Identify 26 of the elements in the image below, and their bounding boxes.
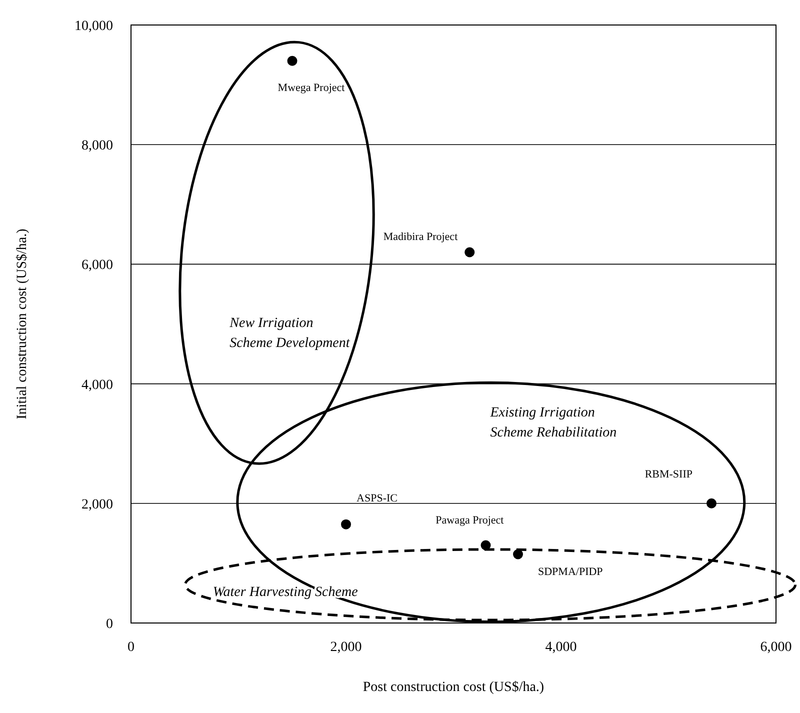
annotation: Madibira Project <box>383 231 458 244</box>
point <box>513 549 523 560</box>
annotation: Pawaga Project <box>436 514 504 526</box>
x-tick-label: 6,000 <box>760 640 792 655</box>
point <box>706 498 716 508</box>
point <box>480 540 491 550</box>
y-tick-label: 6,000 <box>82 258 113 274</box>
y-tick-label: 4,000 <box>82 378 113 393</box>
annotation: Mwega Project <box>278 82 345 94</box>
point <box>464 247 475 258</box>
y-tick-label: 8,000 <box>82 138 113 154</box>
x-tick-label: 4,000 <box>545 640 577 655</box>
x-tick-label: 2,000 <box>330 640 362 655</box>
annotation: New Irrigation Scheme Development <box>228 316 351 351</box>
y-tick-label: 10,000 <box>74 18 113 34</box>
point <box>287 56 298 66</box>
x-axis-title: Post construction cost (US$/ha.) <box>362 680 544 695</box>
x-tick-label: 0 <box>128 640 134 655</box>
annotation: RBM-SIIP <box>644 468 692 480</box>
annotation: Existing Irrigation Scheme Rehabilitation <box>489 406 617 441</box>
y-tick-label: 2,000 <box>82 497 113 512</box>
y-axis-title: Initial construction cost (US$/ha.) <box>14 228 30 420</box>
annotation: SDPMA/PIDP <box>538 566 603 578</box>
point <box>341 519 351 530</box>
y-tick-label: 0 <box>106 616 113 632</box>
annotation: ASPS-IC <box>356 492 398 504</box>
